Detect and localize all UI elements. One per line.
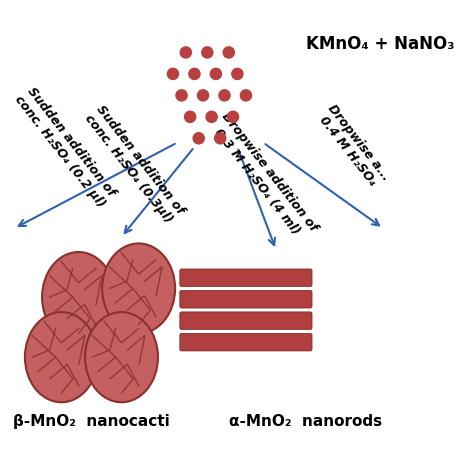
FancyBboxPatch shape [180,333,312,351]
Circle shape [210,68,221,80]
Text: KMnO₄ + NaNO₃: KMnO₄ + NaNO₃ [306,35,455,53]
Text: Sudden addition of
conc. H₂SO₄ (0.2 μl): Sudden addition of conc. H₂SO₄ (0.2 μl) [12,84,119,210]
Ellipse shape [25,312,98,402]
Ellipse shape [42,252,115,342]
Ellipse shape [85,312,158,402]
FancyBboxPatch shape [180,312,312,329]
Circle shape [167,68,179,80]
Circle shape [219,90,230,101]
Circle shape [206,111,217,122]
Circle shape [202,47,213,58]
Circle shape [240,90,252,101]
FancyBboxPatch shape [180,269,312,287]
Text: Sudden addition of
conc. H₂SO₄ (0.3μl): Sudden addition of conc. H₂SO₄ (0.3μl) [82,102,187,226]
Text: Dropwise addition of
0.3 M H₂SO₄ (4 ml): Dropwise addition of 0.3 M H₂SO₄ (4 ml) [207,110,319,244]
Circle shape [180,47,191,58]
Text: Dropwise a...
0.4 M H₂SO₄: Dropwise a... 0.4 M H₂SO₄ [314,101,393,192]
Circle shape [228,111,238,122]
Circle shape [198,90,209,101]
Text: α-MnO₂  nanorods: α-MnO₂ nanorods [229,414,383,429]
Circle shape [232,68,243,80]
Circle shape [189,68,200,80]
Text: β-MnO₂  nanocacti: β-MnO₂ nanocacti [13,414,170,429]
Circle shape [193,133,204,144]
FancyBboxPatch shape [180,291,312,308]
Circle shape [176,90,187,101]
Ellipse shape [102,244,175,334]
Circle shape [184,111,196,122]
Circle shape [215,133,226,144]
Circle shape [223,47,234,58]
